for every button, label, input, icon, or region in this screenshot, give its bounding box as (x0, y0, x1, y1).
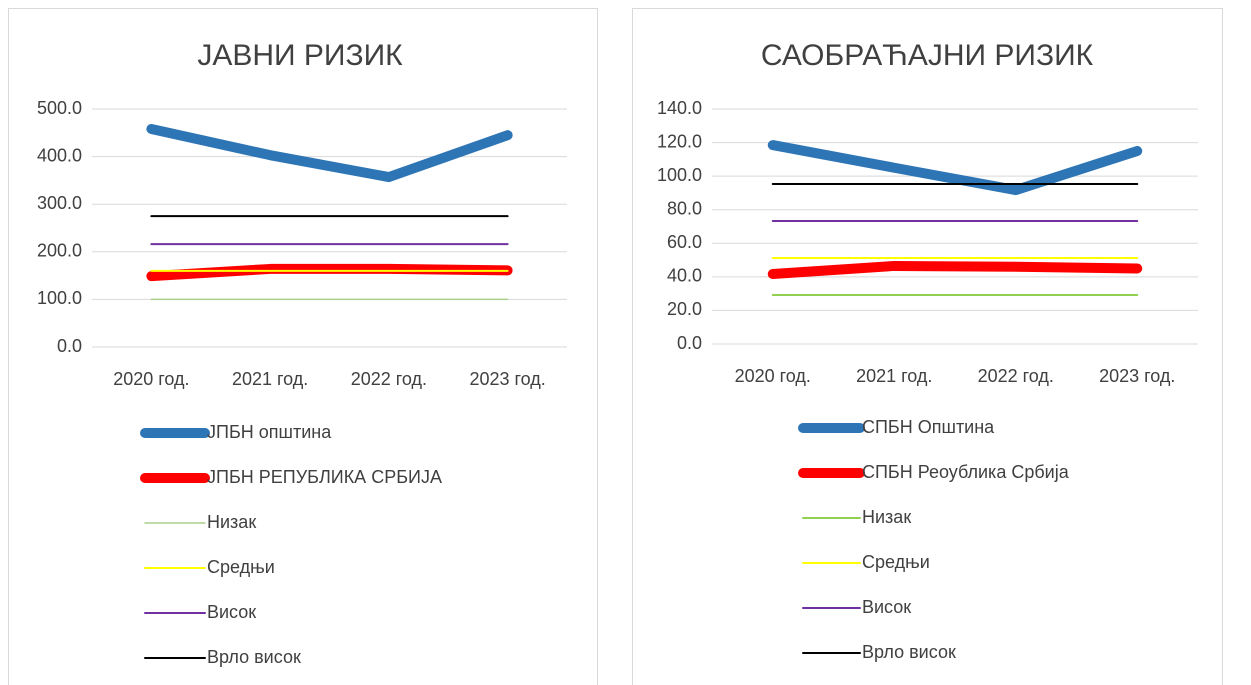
x-tick-label: 2021 год. (856, 366, 932, 386)
y-tick-label: 100.0 (37, 288, 82, 308)
legend-label: Висок (862, 597, 911, 617)
legend-label: Висок (207, 602, 256, 622)
y-tick-label: 0.0 (57, 336, 82, 356)
y-tick-label: 500.0 (37, 98, 82, 118)
legend-label: Средњи (862, 552, 930, 572)
x-tick-label: 2022 год. (978, 366, 1054, 386)
y-tick-label: 40.0 (667, 266, 702, 286)
legend-label: Низак (207, 512, 256, 532)
y-tick-label: 80.0 (667, 198, 702, 218)
y-tick-label: 0.0 (677, 333, 702, 353)
x-tick-label: 2020 год. (735, 366, 811, 386)
chart-panel (632, 8, 1223, 685)
x-tick-label: 2022 год. (351, 369, 427, 389)
chart-title: САОБРАЋАЈНИ РИЗИК (761, 39, 1094, 72)
y-tick-label: 200.0 (37, 241, 82, 261)
x-tick-label: 2020 год. (113, 369, 189, 389)
y-tick-label: 400.0 (37, 145, 82, 165)
chart-title: ЈАВНИ РИЗИК (197, 39, 403, 72)
legend-label: Врло висок (207, 647, 301, 667)
series-line (767, 260, 1143, 280)
legend-label: ЈПБН РЕПУБЛИКА СРБИЈА (207, 467, 442, 487)
x-tick-label: 2021 год. (232, 369, 308, 389)
series-line (146, 123, 513, 183)
y-tick-label: 60.0 (667, 232, 702, 252)
y-tick-label: 120.0 (657, 131, 702, 151)
legend-label: Средњи (207, 557, 275, 577)
y-tick-label: 300.0 (37, 193, 82, 213)
y-tick-label: 20.0 (667, 299, 702, 319)
chart-panel (8, 8, 598, 685)
legend-label: Низак (862, 507, 911, 527)
legend-label: СПБН Реоублика Србија (862, 462, 1070, 482)
y-tick-label: 100.0 (657, 165, 702, 185)
legend-label: Врло висок (862, 642, 956, 662)
legend-label: СПБН Општина (862, 417, 995, 437)
series-line (146, 263, 513, 282)
x-tick-label: 2023 год. (469, 369, 545, 389)
x-tick-label: 2023 год. (1099, 366, 1175, 386)
y-tick-label: 140.0 (657, 98, 702, 118)
series-line (767, 140, 1143, 196)
legend-label: ЈПБН општина (207, 422, 332, 442)
